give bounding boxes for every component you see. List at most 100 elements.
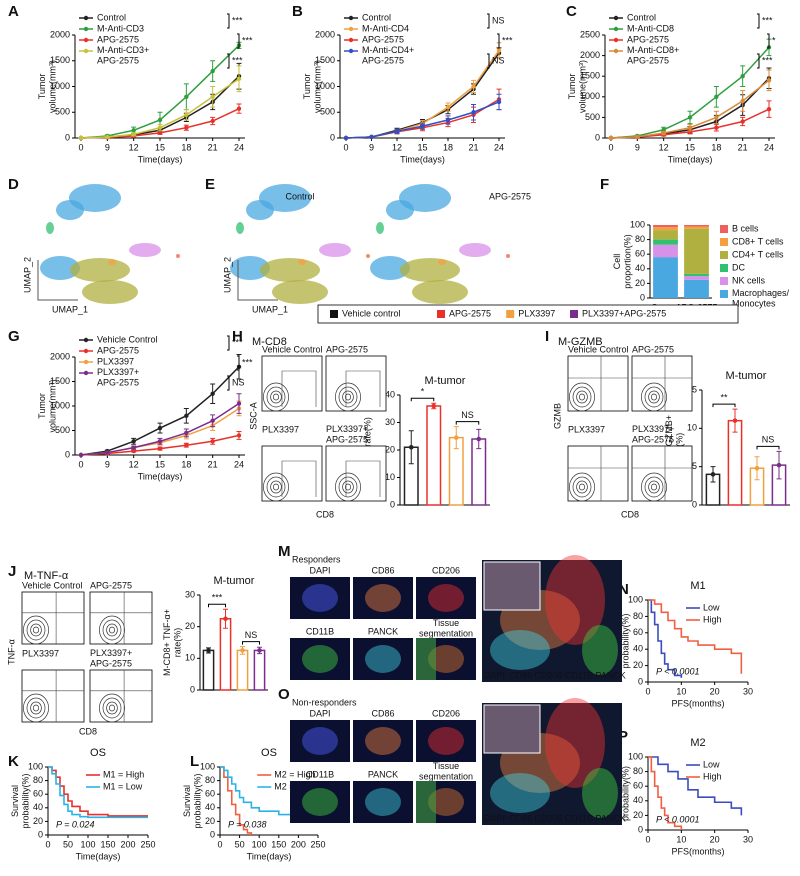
significance-label: * (421, 387, 425, 397)
segment (416, 638, 436, 680)
stain (428, 645, 464, 673)
significance-label: NS (245, 630, 258, 640)
contour (569, 472, 595, 502)
quadrant (22, 670, 84, 722)
merge-label: CD86 (509, 813, 532, 823)
channel-label: CD11B (306, 626, 334, 636)
y-tick-label: 1500 (580, 71, 600, 81)
contour (26, 619, 46, 641)
image-tile (353, 577, 413, 619)
bar-segment (653, 227, 678, 231)
data-point (184, 443, 189, 448)
x-tick-label: 0 (78, 142, 83, 152)
y-tick-label: 0 (190, 684, 195, 694)
data-point (635, 134, 640, 139)
x-tick-label: 21 (208, 142, 218, 152)
y-axis-label: Tumorvolume(mm³) (37, 379, 57, 432)
umap-y-label: UMAP_2 (22, 257, 32, 293)
image-tile (290, 781, 350, 823)
data-point (766, 106, 772, 112)
flow-plot-title: APG-2575 (326, 344, 368, 354)
y-tick-label: 0 (595, 132, 600, 142)
data-point (732, 418, 738, 423)
data-point (431, 403, 437, 409)
survival-curve (648, 599, 743, 674)
y-tick-label: 10 (687, 423, 697, 433)
quadrant (568, 356, 628, 411)
y-tick-label: 0 (692, 499, 697, 509)
data-point (131, 128, 136, 133)
stain (428, 584, 464, 612)
flow-x-label: CD8 (79, 726, 97, 736)
x-tick-label: 20 (710, 686, 720, 696)
y-tick-label: 20 (633, 660, 643, 670)
panel-letter: I (545, 328, 549, 345)
chart-title: M-tumor (425, 375, 466, 387)
image-tile (353, 781, 413, 823)
legend-marker (83, 337, 89, 343)
legend-swatch (570, 310, 578, 318)
contour (644, 386, 664, 408)
panel-letter: H (232, 328, 243, 345)
umap-axes (237, 260, 278, 301)
channel-label: CD206 (432, 565, 460, 575)
x-tick-label: 15 (155, 459, 165, 469)
legend-marker (613, 37, 619, 43)
data-point (343, 135, 349, 141)
chart-title: OS (90, 747, 106, 759)
y-tick-label: 40 (633, 644, 643, 654)
legend-label: High (703, 614, 722, 624)
flow-title: M-TNF-α (24, 570, 69, 582)
quadrant (90, 592, 152, 644)
data-point (105, 450, 110, 455)
significance-label: *** (212, 593, 223, 603)
contour (272, 393, 280, 401)
cluster (129, 243, 161, 257)
contour (650, 393, 658, 401)
gate (281, 370, 317, 407)
image-tile (290, 720, 350, 762)
panel-letter: B (292, 3, 303, 20)
contour (266, 386, 286, 408)
legend-marker (83, 37, 89, 43)
contour (338, 386, 358, 408)
significance-label: NS (492, 55, 505, 65)
x-tick-label: 0 (45, 839, 50, 849)
significance-bracket (487, 53, 490, 69)
image-tile (353, 638, 413, 680)
survival-curve (48, 766, 148, 817)
data-point (453, 435, 459, 440)
x-tick-label: 18 (181, 142, 191, 152)
y-tick-label: 20 (33, 816, 43, 826)
cluster (40, 256, 80, 280)
x-tick-label: 12 (659, 142, 669, 152)
legend-label: M-Anti-CD3+ APG-2575 (97, 45, 149, 65)
flow-plot-title: PLX3397 (568, 424, 605, 434)
significance-bracket (237, 33, 240, 49)
channel-label: CD86 (371, 565, 394, 575)
x-tick-label: 9 (105, 142, 110, 152)
cluster (246, 200, 274, 220)
x-tick-label: 0 (217, 839, 222, 849)
x-axis-label: Time(days) (668, 154, 713, 164)
x-tick-label: 9 (369, 142, 374, 152)
legend-marker (348, 37, 354, 43)
legend-marker (83, 48, 89, 54)
y-tick-label: 60 (33, 789, 43, 799)
y-tick-label: 80 (633, 766, 643, 776)
x-tick-label: 18 (181, 459, 191, 469)
p-value: P = 0.024 (56, 819, 94, 829)
data-point (236, 76, 242, 81)
data-point (476, 436, 482, 442)
x-tick-label: 18 (443, 142, 453, 152)
cluster (370, 256, 410, 280)
legend-marker (83, 348, 89, 354)
x-tick-label: 15 (685, 142, 695, 152)
contour (335, 382, 361, 412)
flow-plot-title: PLX3397 (22, 648, 59, 658)
y-tick-label: 0 (65, 132, 70, 142)
y-tick-label: 0 (640, 292, 645, 302)
legend-swatch (506, 310, 515, 318)
bar-segment (684, 273, 709, 277)
umap-y-label: UMAP_2 (222, 257, 232, 293)
